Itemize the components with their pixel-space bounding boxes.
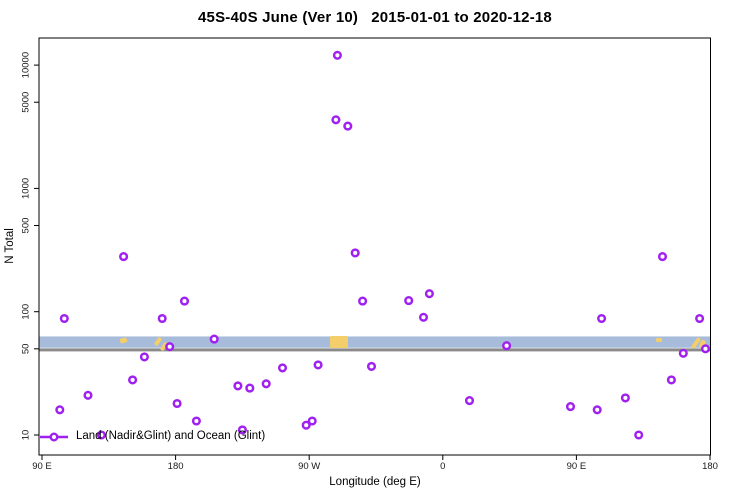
glint-mark <box>656 338 662 342</box>
y-axis-label: N Total <box>4 228 16 264</box>
mean-band-layer <box>39 336 710 352</box>
y-tick-label: 10 <box>21 430 32 441</box>
x-axis-label: Longitude (deg E) <box>329 476 421 488</box>
y-tick-label: 50 <box>21 344 32 355</box>
x-tick-label: 180 <box>702 461 718 472</box>
x-tick-label: 90 E <box>32 461 52 472</box>
x-tick-label: 90 W <box>298 461 320 472</box>
legend-point <box>49 432 59 442</box>
data-point <box>358 296 368 306</box>
data-point <box>657 252 668 262</box>
axes-layer: 90 E 180 90 W 0 90 E 180 10 50 100 500 1000 5000 100… <box>21 37 718 472</box>
data-point <box>277 363 288 373</box>
data-point <box>119 252 129 262</box>
data-point <box>59 313 69 324</box>
mean-band <box>39 336 710 348</box>
data-point <box>418 312 429 322</box>
data-point <box>666 375 676 385</box>
data-point <box>128 375 138 385</box>
data-point <box>179 296 190 306</box>
data-point <box>301 420 311 430</box>
data-point <box>700 344 711 354</box>
data-point <box>237 425 247 435</box>
data-point <box>502 341 512 351</box>
glint-mark <box>691 337 701 349</box>
band-mean-line <box>39 348 710 352</box>
data-point <box>261 379 271 389</box>
data-point <box>464 396 475 406</box>
data-point <box>332 50 342 60</box>
data-point <box>209 334 219 344</box>
data-point <box>695 313 705 324</box>
y-tick-label: 100 <box>21 304 32 320</box>
chart-title: 45S-40S June (Ver 10) 2015-01-01 to 2020… <box>198 9 552 26</box>
data-points-layer <box>55 50 711 440</box>
data-point <box>597 313 607 324</box>
data-point <box>424 289 434 299</box>
data-point <box>678 348 688 358</box>
data-point <box>172 398 182 409</box>
glint-mark <box>119 337 128 344</box>
data-point <box>245 383 255 393</box>
y-tick-label: 10000 <box>21 52 32 78</box>
data-point <box>96 430 106 440</box>
data-point <box>313 360 323 370</box>
y-tick-label: 500 <box>21 218 32 234</box>
data-point <box>83 390 93 400</box>
data-point <box>565 402 576 412</box>
y-tick-label: 5000 <box>21 92 32 113</box>
data-point <box>634 430 644 440</box>
data-point <box>157 313 167 324</box>
glint-mark <box>154 337 162 346</box>
data-point <box>331 115 341 125</box>
data-point <box>165 342 175 352</box>
legend-marker <box>40 432 68 442</box>
data-point <box>307 416 317 426</box>
data-point <box>191 416 201 426</box>
data-point <box>139 352 149 362</box>
data-point <box>366 361 377 371</box>
data-point <box>343 121 353 131</box>
x-tick-label: 0 <box>440 461 445 472</box>
data-point <box>592 405 602 415</box>
glint-mark <box>330 336 348 348</box>
legend-label: Land (Nadir&Glint) and Ocean (Glint) <box>76 430 266 442</box>
data-point <box>55 405 65 415</box>
y-tick-label: 1000 <box>21 178 32 199</box>
data-point <box>404 296 414 306</box>
data-point <box>350 248 360 258</box>
x-tick-label: 90 E <box>567 461 587 472</box>
plot-box <box>38 37 711 456</box>
x-tick-label: 180 <box>168 461 184 472</box>
data-point <box>233 381 243 391</box>
data-point <box>620 393 630 403</box>
